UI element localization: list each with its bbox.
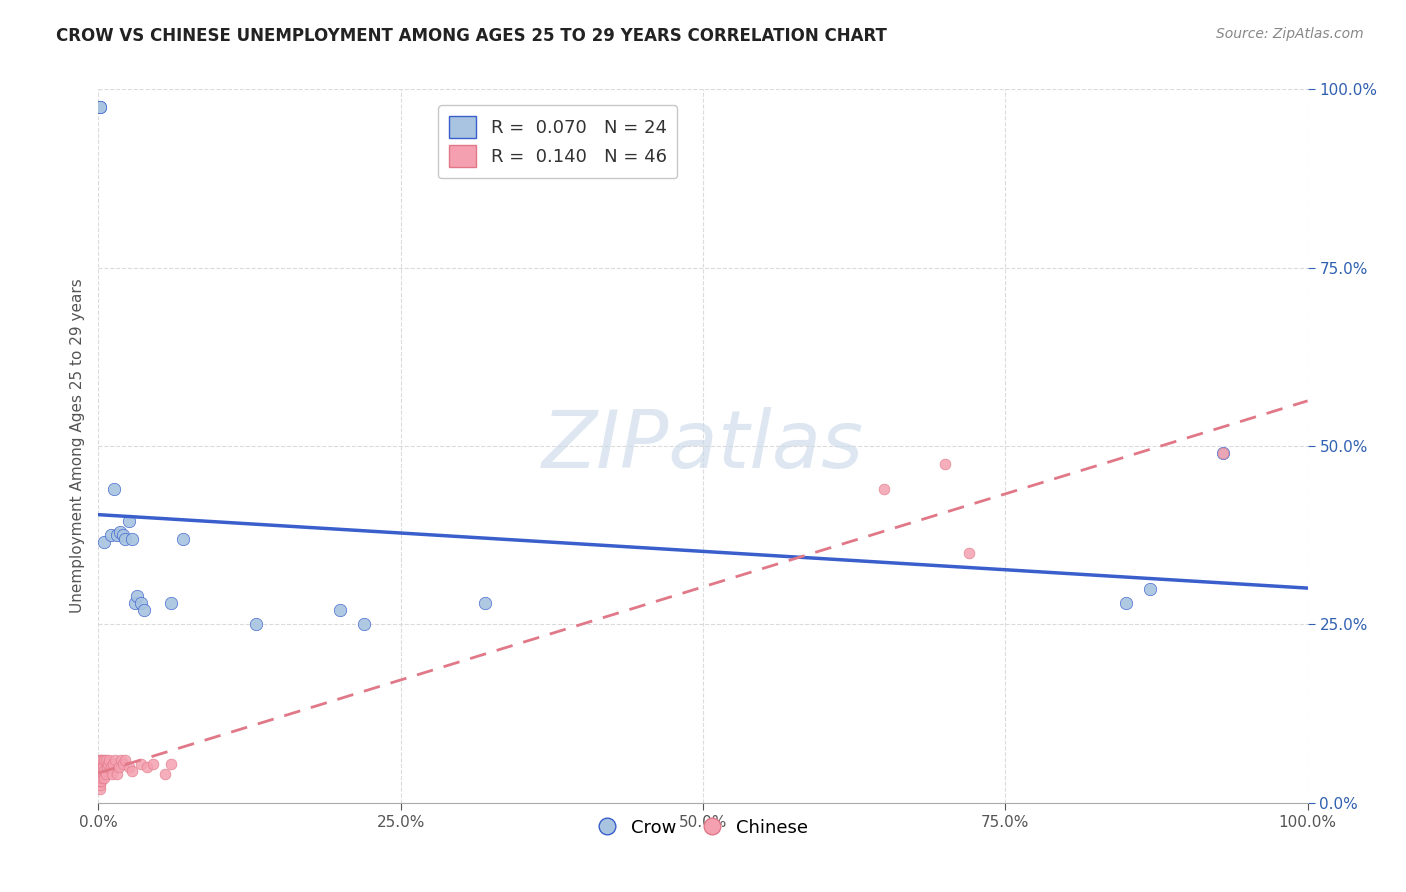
Point (90, 753, 112, 767)
Text: CROW VS CHINESE UNEMPLOYMENT AMONG AGES 25 TO 29 YEARS CORRELATION CHART: CROW VS CHINESE UNEMPLOYMENT AMONG AGES … (56, 27, 887, 45)
Point (89, 781, 111, 796)
Point (100, 767, 122, 781)
Point (474, 596, 496, 610)
Point (172, 532, 194, 546)
Point (93, 753, 115, 767)
Y-axis label: Unemployment Among Ages 25 to 29 years: Unemployment Among Ages 25 to 29 years (69, 278, 84, 614)
Point (89, 771, 111, 785)
Point (101, 756, 124, 771)
Point (91, 764, 114, 778)
Point (104, 753, 127, 767)
Point (91, 753, 114, 767)
Legend: Crow, Chinese: Crow, Chinese (591, 812, 815, 844)
Point (114, 753, 136, 767)
Point (91, 760, 114, 774)
Point (100, 528, 122, 542)
Point (89, 767, 111, 781)
Point (118, 514, 141, 528)
Point (873, 482, 896, 496)
Point (135, 760, 157, 774)
Point (121, 532, 143, 546)
Point (94, 753, 117, 767)
Point (142, 756, 165, 771)
Point (105, 767, 128, 781)
Point (111, 756, 134, 771)
Point (90, 774, 112, 789)
Point (90, 767, 112, 781)
Point (124, 596, 146, 610)
Point (89, 774, 111, 789)
Point (93, 764, 115, 778)
Point (1115, 596, 1137, 610)
Point (245, 617, 267, 632)
Point (118, 760, 141, 774)
Point (127, 589, 149, 603)
Point (108, 524, 131, 539)
Point (89, 778, 111, 792)
Point (91, 767, 114, 781)
Point (111, 528, 134, 542)
Text: ZIPatlas: ZIPatlas (541, 407, 865, 485)
Point (108, 760, 131, 774)
Point (89, 756, 111, 771)
Point (129, 756, 152, 771)
Point (957, 546, 980, 560)
Point (89, 760, 111, 774)
Point (1139, 582, 1161, 596)
Point (97, 756, 120, 771)
Point (103, 482, 125, 496)
Point (129, 596, 152, 610)
Point (329, 603, 352, 617)
Point (98, 753, 121, 767)
Point (89, 100, 111, 114)
Point (93, 535, 115, 549)
Point (96, 760, 118, 774)
Point (134, 603, 156, 617)
Point (110, 753, 132, 767)
Point (934, 457, 956, 471)
Point (153, 767, 176, 781)
Point (160, 596, 183, 610)
Point (1212, 446, 1234, 460)
Point (105, 528, 128, 542)
Point (89, 753, 111, 767)
Point (89, 100, 111, 114)
Text: Source: ZipAtlas.com: Source: ZipAtlas.com (1216, 27, 1364, 41)
Point (90, 756, 112, 771)
Point (100, 760, 122, 774)
Point (114, 532, 136, 546)
Point (160, 756, 183, 771)
Point (91, 771, 114, 785)
Point (1212, 446, 1234, 460)
Point (93, 771, 115, 785)
Point (94, 767, 117, 781)
Point (353, 617, 375, 632)
Point (121, 764, 143, 778)
Point (89, 764, 111, 778)
